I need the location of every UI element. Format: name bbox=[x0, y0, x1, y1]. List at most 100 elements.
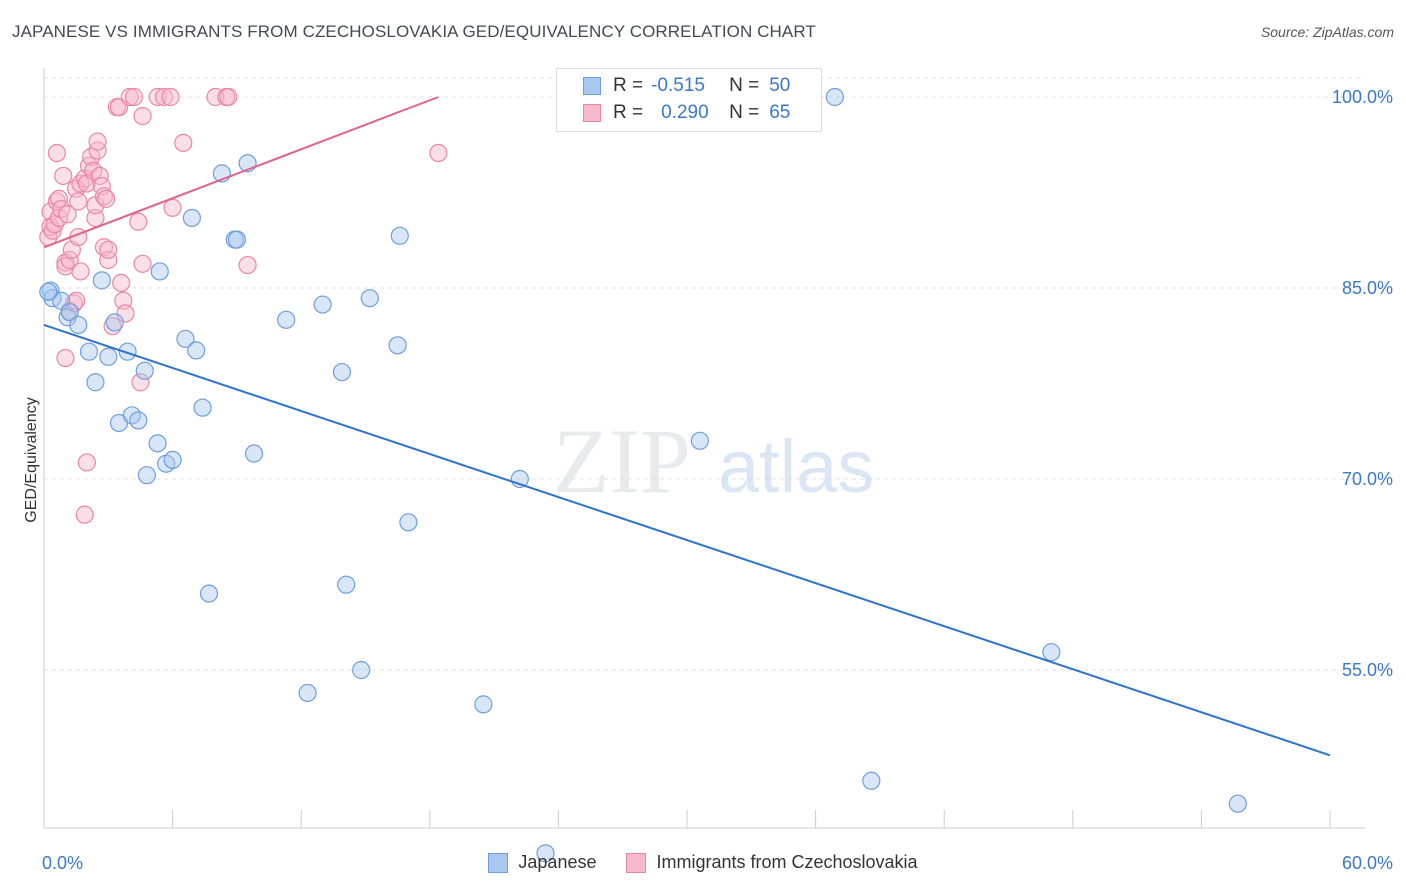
trend-line-japanese bbox=[43, 323, 1331, 757]
data-point-japanese bbox=[388, 336, 407, 355]
data-point-czech bbox=[86, 208, 105, 228]
data-point-japanese bbox=[352, 660, 371, 680]
trend-lines bbox=[43, 96, 1331, 757]
data-point-japanese bbox=[193, 398, 212, 417]
data-point-japanese bbox=[92, 271, 111, 290]
data-point-czech bbox=[99, 240, 118, 259]
data-point-czech bbox=[131, 373, 150, 392]
data-point-japanese bbox=[60, 303, 79, 322]
correlation-legend: R = -0.515 N = 50 R = 0.290 N = 65 bbox=[556, 68, 822, 132]
legend-row-japanese: R = -0.515 N = 50 bbox=[583, 74, 790, 98]
y-axis-label: GED/Equivalency bbox=[23, 397, 40, 523]
legend-n-value-czech: 65 bbox=[769, 102, 791, 123]
data-point-czech bbox=[69, 192, 88, 211]
data-point-japanese bbox=[150, 262, 169, 281]
legend-r-value-japanese: -0.515 bbox=[651, 75, 705, 96]
x-tick-label: 0.0% bbox=[42, 853, 83, 873]
data-point-japanese bbox=[862, 771, 881, 790]
data-point-japanese bbox=[277, 310, 296, 329]
legend-item-japanese[interactable]: Japanese bbox=[488, 852, 596, 873]
data-point-japanese bbox=[399, 513, 418, 532]
data-point-japanese bbox=[1042, 643, 1061, 662]
data-point-japanese bbox=[163, 450, 182, 469]
y-tick-label: 70.0% bbox=[1342, 469, 1393, 489]
legend-swatch-czech bbox=[626, 852, 647, 873]
source-label: Source: ZipAtlas.com bbox=[1260, 24, 1394, 40]
data-point-japanese bbox=[39, 282, 58, 301]
data-point-japanese bbox=[99, 347, 118, 366]
data-point-czech bbox=[54, 166, 73, 186]
data-point-japanese bbox=[69, 315, 88, 335]
legend-row-czech: R = 0.290 N = 65 bbox=[583, 101, 790, 125]
data-point-japanese bbox=[182, 208, 201, 228]
legend-swatch-japanese bbox=[488, 852, 509, 873]
data-point-czech bbox=[75, 505, 94, 524]
y-tick-label: 100.0% bbox=[1332, 87, 1393, 107]
data-point-czech bbox=[163, 198, 182, 217]
data-point-czech bbox=[99, 250, 118, 270]
data-point-czech bbox=[77, 453, 96, 472]
legend-swatch-japanese bbox=[583, 77, 601, 95]
data-point-japanese bbox=[105, 313, 124, 332]
data-point-czech bbox=[58, 205, 77, 224]
legend-label-japanese: Japanese bbox=[518, 852, 597, 872]
data-point-japanese bbox=[1228, 794, 1247, 813]
data-point-czech bbox=[238, 255, 257, 275]
legend-r-label: R = bbox=[613, 102, 644, 123]
data-point-japanese bbox=[337, 575, 356, 594]
data-point-japanese bbox=[536, 844, 555, 863]
data-point-czech bbox=[129, 212, 148, 231]
data-point-japanese bbox=[86, 373, 105, 392]
data-point-japanese bbox=[332, 362, 352, 382]
data-point-czech bbox=[88, 132, 107, 151]
data-point-japanese bbox=[199, 584, 219, 603]
legend-r-value-czech: 0.290 bbox=[661, 102, 709, 123]
axes bbox=[43, 68, 1365, 829]
legend-n-label: N = bbox=[729, 102, 760, 123]
data-point-japanese bbox=[360, 289, 379, 308]
data-point-japanese bbox=[390, 226, 409, 245]
series-czech-points bbox=[39, 87, 448, 524]
legend-r-label: R = bbox=[613, 75, 644, 96]
data-point-japanese bbox=[148, 434, 167, 453]
tick-labels: 55.0% 70.0% 85.0% 100.0% 0.0% 60.0% bbox=[42, 87, 1393, 873]
data-point-japanese bbox=[244, 444, 264, 463]
data-point-czech bbox=[429, 143, 448, 163]
legend-n-value-japanese: 50 bbox=[769, 75, 791, 96]
data-point-japanese bbox=[135, 361, 154, 380]
data-point-czech bbox=[174, 133, 193, 152]
data-point-czech bbox=[133, 106, 152, 126]
data-point-czech bbox=[161, 87, 180, 107]
data-point-czech bbox=[148, 87, 167, 107]
watermark-atlas: atlas bbox=[718, 425, 874, 508]
y-tick-label: 85.0% bbox=[1342, 278, 1393, 298]
legend-item-czech[interactable]: Immigrants from Czechoslovakia bbox=[626, 852, 918, 873]
data-point-czech bbox=[133, 254, 152, 273]
data-point-czech bbox=[56, 348, 75, 368]
data-point-czech bbox=[47, 143, 66, 163]
data-point-czech bbox=[112, 273, 131, 293]
y-tick-label: 55.0% bbox=[1342, 660, 1393, 680]
legend-label-czech: Immigrants from Czechoslovakia bbox=[656, 852, 918, 872]
watermark: ZIP atlas bbox=[553, 410, 874, 512]
data-point-czech bbox=[94, 187, 114, 206]
data-point-japanese bbox=[313, 295, 332, 314]
data-point-czech bbox=[71, 262, 90, 281]
data-point-czech bbox=[219, 87, 238, 107]
data-point-japanese bbox=[825, 87, 844, 107]
data-point-japanese bbox=[79, 342, 99, 361]
data-point-czech bbox=[120, 87, 139, 107]
data-point-japanese bbox=[690, 431, 709, 450]
data-point-japanese bbox=[298, 683, 317, 703]
x-tick-label: 60.0% bbox=[1342, 853, 1393, 873]
trend-line-czech bbox=[43, 96, 439, 249]
data-point-japanese bbox=[474, 695, 493, 714]
series-legend: Japanese Immigrants from Czechoslovakia bbox=[0, 852, 1406, 873]
legend-swatch-czech bbox=[583, 104, 601, 122]
data-point-czech bbox=[206, 87, 225, 107]
data-point-czech bbox=[154, 87, 174, 107]
data-point-japanese bbox=[176, 329, 195, 349]
data-point-czech bbox=[97, 189, 116, 208]
chart-title: JAPANESE VS IMMIGRANTS FROM CZECHOSLOVAK… bbox=[12, 22, 816, 41]
